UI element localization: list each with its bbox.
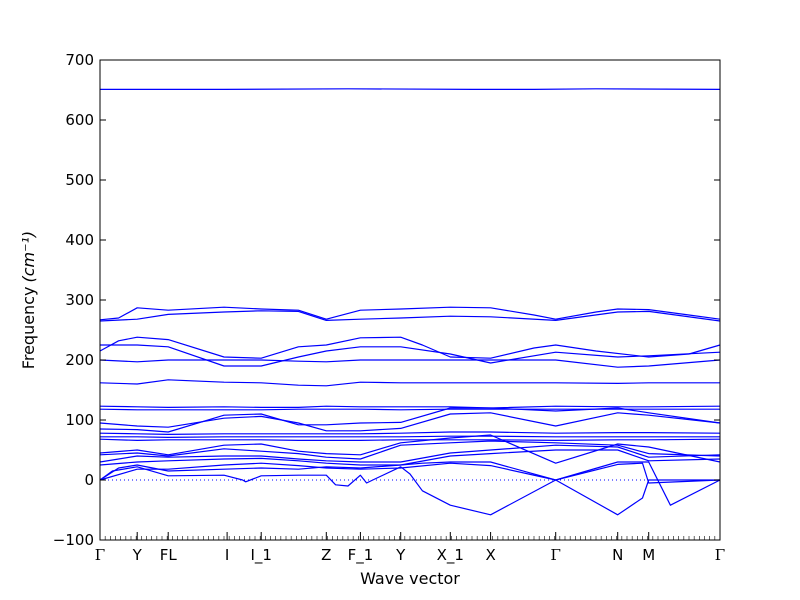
x-tick-label: Γ [550,546,560,564]
axes: −100 0 100 200 300 400 500 600 700 Γ Y FL I I_1 Z F_1 Y X… [53,51,725,565]
x-axis-label: Wave vector [360,569,460,588]
band-line-18 [99,449,721,466]
band-line-13 [100,435,720,438]
x-tick-label: M [642,546,655,564]
x-tick-label: Z [321,546,331,564]
band-line-20 [99,461,721,506]
y-tick-label: 700 [65,51,94,69]
band-line-16 [99,440,721,460]
band-line-4 [99,336,721,359]
band-line-21 [99,462,721,484]
band-line-6 [99,359,721,368]
y-tick-label: 400 [65,231,94,249]
x-tick-label: Γ [95,546,105,564]
y-tick-label: 600 [65,111,94,129]
y-axis-label-unit: (cm⁻¹) [19,231,38,283]
band-line-2 [99,306,721,321]
y-tick-label: 300 [65,291,94,309]
y-tick-label: 0 [84,471,94,489]
band-line-17 [99,444,721,463]
band-line-10 [99,412,721,432]
x-tick-label: I_1 [250,546,271,565]
y-axis-label-text: Frequency [19,287,38,370]
band-line-7 [99,379,720,387]
x-tick-label: Y [132,546,143,564]
x-tick-label: X [485,546,495,564]
x-tick-label: FL [160,546,178,564]
band-line-3 [99,310,721,322]
band-line-5 [100,344,721,367]
y-tick-label: 500 [65,171,94,189]
x-tick-label: X_1 [437,546,464,565]
x-tick-label: F_1 [348,546,374,565]
x-tick-label: N [612,546,623,564]
x-tick-label: Γ [715,546,725,564]
band-line-8 [99,405,721,409]
band-line-12 [99,431,721,435]
y-tick-label: 100 [65,411,94,429]
band-line-11 [99,407,721,433]
band-lines [99,88,721,516]
x-tick-label: Y [395,546,406,564]
y-tick-label: −100 [53,531,94,549]
x-tick-label: I [225,546,229,564]
y-axis-label: Frequency (cm⁻¹) [19,231,38,369]
y-tick-label: 200 [65,351,94,369]
band-line-1 [100,88,721,91]
band-line-14 [99,438,721,441]
